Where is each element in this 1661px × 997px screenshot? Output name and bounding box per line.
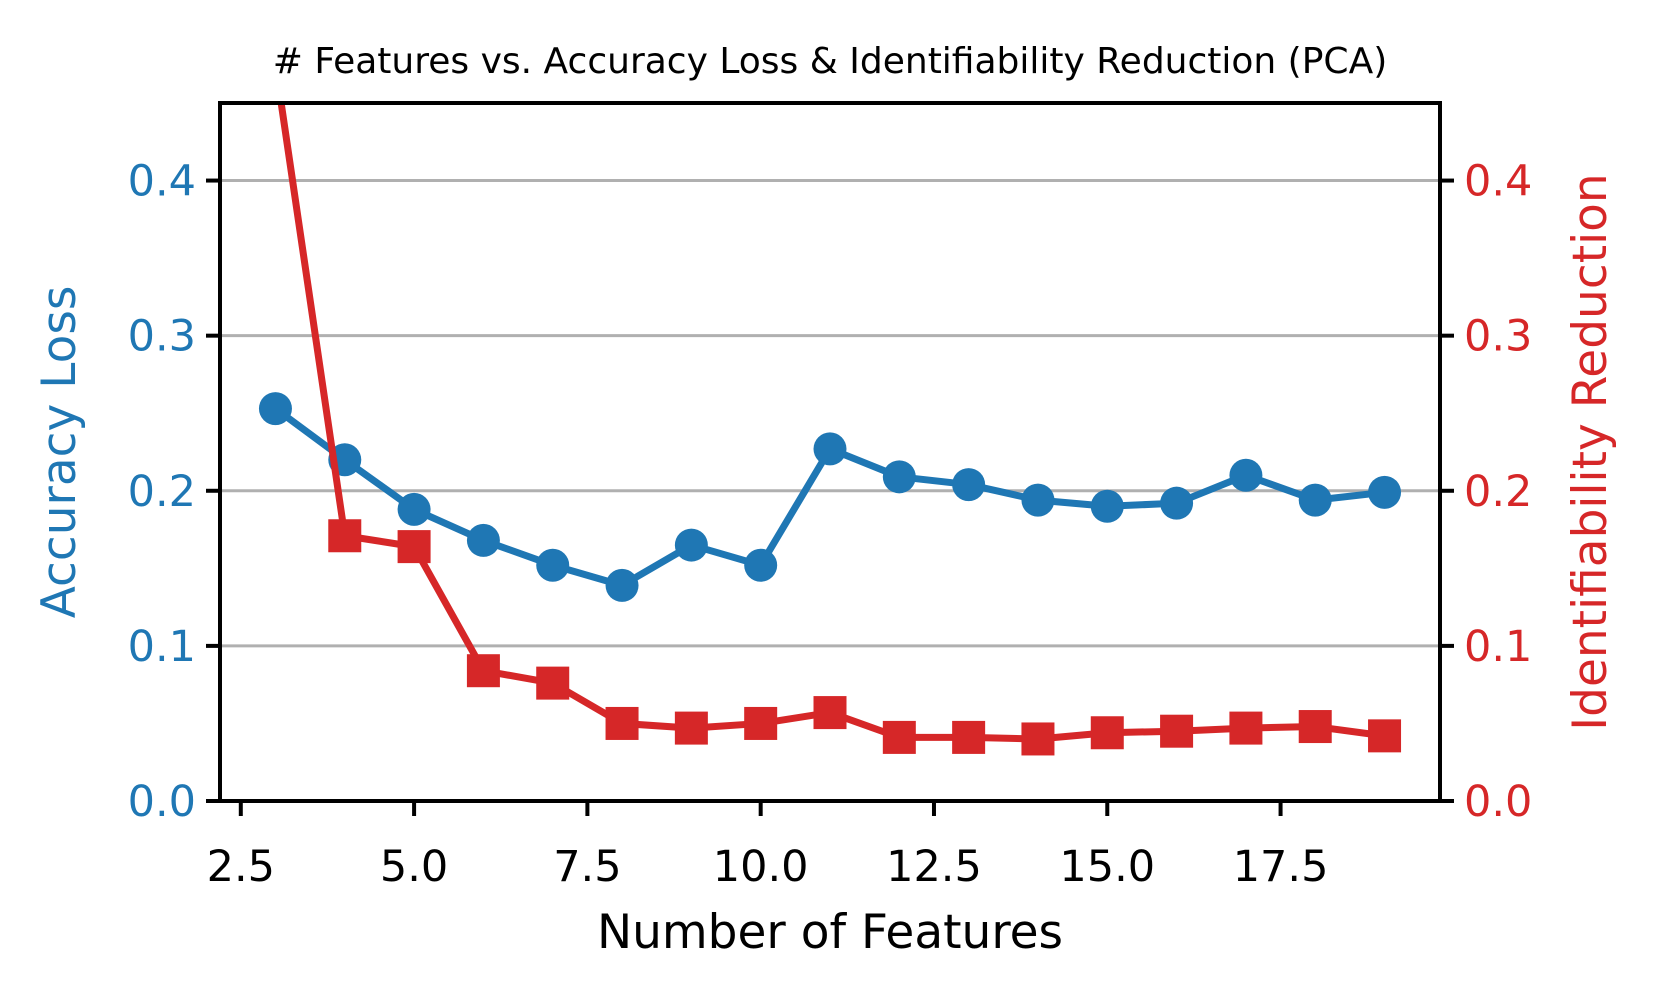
data-point-square xyxy=(466,654,500,688)
data-point-square xyxy=(1160,714,1194,748)
data-point-circle xyxy=(466,523,500,557)
series-layer xyxy=(258,103,1402,756)
series-line-1 xyxy=(277,103,1389,743)
plot-border xyxy=(218,101,1442,803)
data-point-square xyxy=(744,706,778,740)
right-y-tick-label-0.2: 0.2 xyxy=(1464,467,1532,517)
data-point-square xyxy=(1298,710,1332,744)
data-point-circle xyxy=(882,460,916,494)
left-y-tick-label-0.4: 0.4 xyxy=(128,157,196,207)
data-point-circle xyxy=(1090,489,1124,523)
x-tick-label-7.5: 7.5 xyxy=(553,842,621,892)
data-point-circle xyxy=(952,468,986,502)
data-point-circle xyxy=(1298,483,1332,517)
x-tick-label-5.0: 5.0 xyxy=(380,842,448,892)
x-axis-label: Number of Features xyxy=(597,905,1063,960)
tick-labels: 2.5 5.0 7.5 10.0 12.5 15.0 17.5 0.0 0.0 0.1 0.1 0.2… xyxy=(128,157,1533,892)
data-point-circle xyxy=(536,548,570,582)
data-point-circle xyxy=(1021,483,1055,517)
right-y-tick-label-0.4: 0.4 xyxy=(1464,157,1532,207)
data-point-circle xyxy=(744,548,778,582)
x-tick-label-12.5: 12.5 xyxy=(886,842,982,892)
left-y-tick-label-0.0: 0.0 xyxy=(128,777,196,827)
data-point-circle xyxy=(813,432,847,466)
data-point-square xyxy=(1090,716,1124,750)
data-point-square xyxy=(813,696,847,730)
data-point-square xyxy=(397,530,431,564)
data-point-circle xyxy=(258,392,292,426)
data-point-circle xyxy=(605,568,639,602)
left-y-axis-label: Accuracy Loss xyxy=(32,286,87,619)
data-point-circle xyxy=(1229,458,1263,492)
data-point-circle xyxy=(1368,475,1402,509)
x-tick-label-10.0: 10.0 xyxy=(713,842,809,892)
axis-ticks xyxy=(206,178,1454,816)
right-y-axis-label: Identifiability Reduction xyxy=(1563,173,1618,730)
right-y-tick-label-0.0: 0.0 xyxy=(1464,777,1532,827)
x-tick-label-2.5: 2.5 xyxy=(207,842,275,892)
data-point-square xyxy=(605,706,639,740)
x-tick-label-15.0: 15.0 xyxy=(1059,842,1155,892)
x-tick-label-17.5: 17.5 xyxy=(1233,842,1329,892)
chart-title: # Features vs. Accuracy Loss & Identifia… xyxy=(273,41,1388,82)
data-point-square xyxy=(1021,722,1055,756)
data-point-square xyxy=(952,720,986,754)
left-y-tick-label-0.1: 0.1 xyxy=(128,622,196,672)
data-point-circle xyxy=(1160,486,1194,520)
data-point-square xyxy=(536,666,570,700)
data-point-square xyxy=(1368,719,1402,753)
data-point-circle xyxy=(674,528,708,562)
data-point-square xyxy=(328,519,362,553)
data-point-square xyxy=(882,720,916,754)
left-y-tick-label-0.3: 0.3 xyxy=(128,312,196,362)
left-y-tick-label-0.2: 0.2 xyxy=(128,467,196,517)
data-point-square xyxy=(674,711,708,745)
plot-spines xyxy=(218,101,1442,803)
data-point-circle xyxy=(397,492,431,526)
right-y-tick-label-0.1: 0.1 xyxy=(1464,622,1532,672)
right-y-tick-label-0.3: 0.3 xyxy=(1464,312,1532,362)
data-point-square xyxy=(1229,711,1263,745)
